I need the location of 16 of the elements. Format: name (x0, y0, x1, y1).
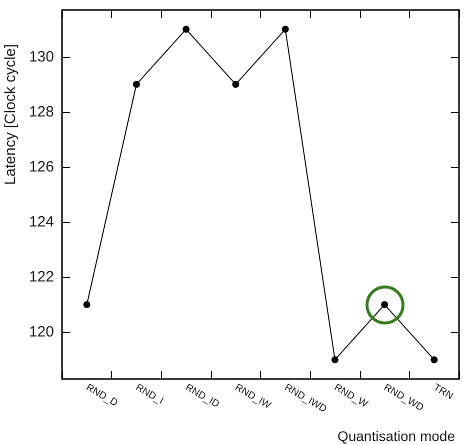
point (132, 80, 140, 88)
point (282, 26, 289, 33)
x-tick-label: TRN (431, 382, 455, 402)
y-tick-label: 128 (28, 103, 54, 120)
point (182, 26, 190, 33)
point (430, 356, 438, 364)
y-tick-label: 122 (28, 268, 54, 286)
point (232, 80, 240, 88)
y-tick-label: 130 (28, 48, 54, 66)
point (331, 356, 338, 364)
y-tick-label: 124 (28, 214, 54, 231)
y-tick-label: 126 (28, 158, 54, 176)
point (83, 301, 90, 308)
y-axis-title: Latency [Clock cycle] (2, 44, 20, 185)
x-axis-title: Quantisation mode (337, 428, 456, 444)
y-tick-label: 120 (28, 324, 54, 341)
